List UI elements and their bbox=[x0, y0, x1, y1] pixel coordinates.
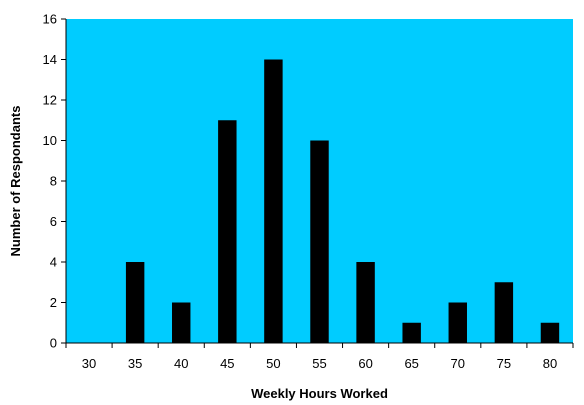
bar-50 bbox=[264, 59, 283, 343]
y-tick-label: 2 bbox=[50, 295, 57, 310]
x-tick-label: 75 bbox=[497, 356, 511, 371]
y-tick-label: 4 bbox=[50, 255, 57, 270]
y-axis-title: Number of Respondants bbox=[8, 106, 23, 257]
x-tick-label: 45 bbox=[220, 356, 234, 371]
bar-40 bbox=[172, 302, 191, 343]
y-tick-label: 10 bbox=[43, 133, 57, 148]
x-tick-label: 40 bbox=[174, 356, 188, 371]
bar-80 bbox=[540, 322, 560, 343]
bar-75 bbox=[494, 282, 514, 343]
y-tick-label: 12 bbox=[43, 93, 57, 108]
bar-55 bbox=[310, 140, 329, 343]
x-axis: 30 35 40 45 50 55 60 65 70 75 80 bbox=[65, 342, 574, 371]
y-tick-label: 14 bbox=[43, 52, 57, 67]
x-axis-title: Weekly Hours Worked bbox=[251, 386, 388, 401]
x-tick-label: 55 bbox=[312, 356, 326, 371]
y-tick-label: 6 bbox=[50, 214, 57, 229]
y-tick-label: 16 bbox=[43, 12, 57, 27]
bar-35 bbox=[125, 262, 145, 343]
y-tick-label: 8 bbox=[50, 174, 57, 189]
x-tick-label: 80 bbox=[543, 356, 557, 371]
bar-series bbox=[125, 59, 560, 343]
x-tick-label: 50 bbox=[266, 356, 280, 371]
x-tick-label: 30 bbox=[82, 356, 96, 371]
x-tick-label: 35 bbox=[128, 356, 142, 371]
bar-70 bbox=[448, 302, 467, 343]
y-axis: 0 2 4 6 8 10 12 14 16 bbox=[43, 12, 67, 351]
x-tick-label: 70 bbox=[451, 356, 465, 371]
bar-65 bbox=[402, 322, 421, 343]
bar-60 bbox=[356, 262, 375, 343]
x-tick-label: 60 bbox=[358, 356, 372, 371]
bar-45 bbox=[218, 120, 237, 343]
y-tick-label: 0 bbox=[50, 336, 57, 351]
x-tick-label: 65 bbox=[404, 356, 418, 371]
